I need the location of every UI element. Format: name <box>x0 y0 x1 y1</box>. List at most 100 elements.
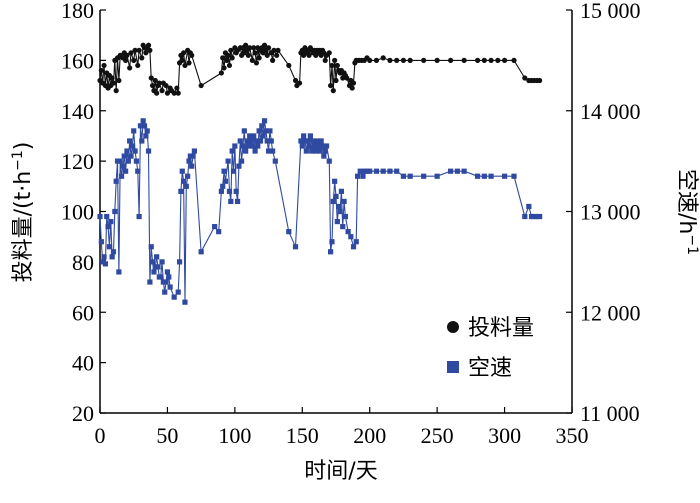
data-point <box>158 274 164 280</box>
data-point <box>249 143 255 149</box>
data-point <box>309 148 315 154</box>
data-point <box>147 279 153 285</box>
data-point <box>387 57 393 63</box>
data-point <box>272 158 278 164</box>
data-point <box>305 138 311 144</box>
data-point <box>233 188 239 194</box>
data-point <box>114 158 121 164</box>
data-point <box>448 57 454 63</box>
data-point <box>136 213 142 220</box>
data-point <box>101 62 107 69</box>
data-point <box>148 244 154 250</box>
data-point <box>292 244 299 250</box>
data-point <box>488 173 494 179</box>
data-point <box>244 138 250 144</box>
data-point <box>154 254 160 260</box>
data-point <box>159 259 165 265</box>
data-point <box>181 50 187 56</box>
data-point <box>109 254 115 260</box>
data-point <box>330 198 336 205</box>
data-point <box>139 138 145 144</box>
data-point <box>251 45 257 51</box>
data-point <box>350 80 357 86</box>
data-point <box>256 55 262 61</box>
data-point <box>129 143 135 149</box>
y-right-tick-label: 13 000 <box>580 200 641 225</box>
data-point <box>179 168 185 174</box>
data-point <box>212 224 218 230</box>
y-left-tick-label: 60 <box>72 300 94 325</box>
y-left-axis-title: 投料量/(t·h−1) <box>10 142 36 283</box>
data-point <box>475 57 481 63</box>
data-point <box>234 198 241 205</box>
data-point <box>301 133 307 139</box>
data-point <box>230 168 237 174</box>
y-right-tick-label: 14 000 <box>580 99 641 124</box>
data-point <box>249 57 255 63</box>
data-point <box>225 158 231 164</box>
y-right-tick-label: 15 000 <box>580 0 641 23</box>
data-point <box>373 57 380 63</box>
y-right-tick-label: 12 000 <box>580 300 641 325</box>
data-point <box>267 128 273 134</box>
data-point <box>132 148 138 154</box>
data-point <box>225 52 231 58</box>
data-point <box>113 178 119 184</box>
data-point <box>338 188 344 194</box>
data-point <box>296 80 303 86</box>
data-point <box>224 57 230 63</box>
data-point <box>140 118 146 124</box>
data-point <box>344 75 350 81</box>
data-point <box>226 188 233 194</box>
data-point <box>133 158 140 164</box>
data-point <box>237 138 243 144</box>
data-point <box>302 138 308 144</box>
data-point <box>151 269 157 275</box>
data-point <box>252 148 258 154</box>
data-point <box>537 213 543 220</box>
data-point <box>144 128 150 134</box>
data-point <box>286 229 292 235</box>
data-point <box>329 239 335 245</box>
data-point <box>394 57 400 63</box>
data-point <box>434 173 440 179</box>
data-point <box>264 138 270 144</box>
data-point <box>163 279 169 285</box>
data-point <box>257 138 264 144</box>
data-point <box>243 148 249 154</box>
data-point <box>175 90 181 96</box>
legend-label-space-velocity: 空速 <box>468 356 512 381</box>
series-layer <box>97 42 543 305</box>
data-point <box>105 224 111 230</box>
data-point <box>501 173 508 179</box>
data-point <box>373 168 380 174</box>
data-point <box>228 47 234 53</box>
data-point <box>531 213 537 220</box>
data-point <box>522 75 528 81</box>
data-point <box>357 168 363 174</box>
data-point <box>241 128 247 134</box>
data-point <box>264 52 270 58</box>
data-point <box>239 158 245 164</box>
y-right-tick-label: 11 000 <box>580 401 640 426</box>
data-point <box>407 57 413 63</box>
y-left-axis-title-main: 投料量/(t·h <box>11 171 36 283</box>
data-point <box>159 88 165 94</box>
data-point <box>361 168 367 174</box>
data-point <box>380 168 386 174</box>
x-tick-label: 300 <box>488 423 521 448</box>
data-point <box>334 62 340 69</box>
data-point <box>226 62 233 69</box>
data-point <box>110 249 117 255</box>
data-point <box>191 148 197 154</box>
y-right-axis-title: 空速/h−1 <box>674 169 700 255</box>
data-point <box>298 138 304 144</box>
data-point <box>364 168 370 174</box>
data-point <box>454 168 460 174</box>
data-point <box>321 153 327 159</box>
data-point <box>275 47 281 53</box>
series-space-velocity <box>97 118 543 305</box>
data-point <box>163 82 169 89</box>
data-point <box>143 133 149 139</box>
